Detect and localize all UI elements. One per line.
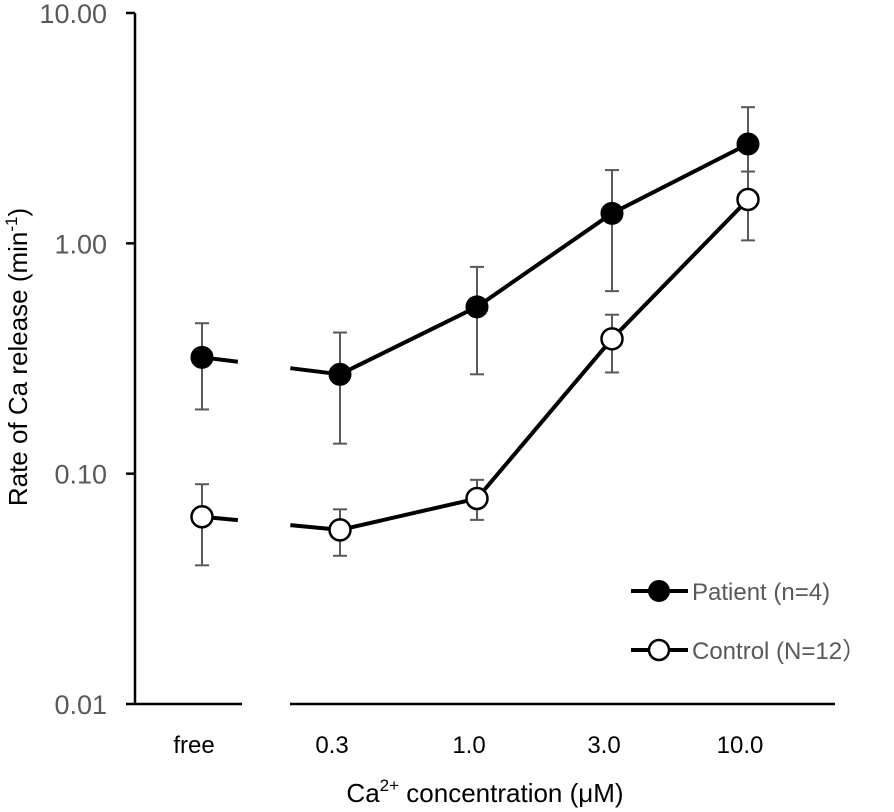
legend-control-label: Control (N=12） bbox=[692, 638, 866, 665]
patient-point bbox=[600, 201, 624, 225]
x-tick-label: 3.0 bbox=[587, 732, 620, 759]
patient-point bbox=[465, 295, 489, 319]
x-tick-label: 1.0 bbox=[452, 732, 485, 759]
data-points bbox=[190, 132, 760, 542]
legend: Patient (n=4) Control (N=12） bbox=[631, 579, 866, 665]
control-point bbox=[465, 486, 489, 511]
control-point bbox=[736, 187, 760, 212]
y-tick-label: 1.00 bbox=[54, 229, 107, 259]
y-axis-title: Rate of Ca release (min-1) bbox=[2, 208, 33, 506]
y-tick-label: 0.01 bbox=[54, 690, 107, 720]
x-tick-label: 0.3 bbox=[315, 732, 348, 759]
legend-patient-label: Patient (n=4) bbox=[692, 579, 830, 606]
x-tick-label: free bbox=[173, 732, 214, 759]
control-point bbox=[328, 518, 352, 542]
patient-point bbox=[328, 362, 352, 386]
series-lines bbox=[201, 142, 750, 532]
x-tick-labels: free 0.3 1.0 3.0 10.0 bbox=[173, 732, 763, 759]
x-tick-label: 10.0 bbox=[717, 732, 764, 759]
control-point bbox=[600, 327, 624, 351]
axes bbox=[133, 13, 835, 706]
y-tick-labels: 10.00 1.00 0.10 0.01 bbox=[39, 0, 135, 720]
patient-point bbox=[190, 345, 214, 369]
y-tick-label: 0.10 bbox=[54, 460, 107, 490]
y-tick-label: 10.00 bbox=[39, 0, 107, 29]
x-axis-title: Ca2+ concentration (μM) bbox=[346, 776, 623, 808]
legend-control-marker bbox=[647, 638, 671, 662]
error-bars bbox=[195, 106, 755, 567]
series-line bbox=[339, 142, 749, 377]
control-point bbox=[190, 505, 214, 529]
series-line bbox=[339, 198, 750, 532]
legend-patient-marker bbox=[648, 580, 670, 602]
patient-point bbox=[736, 132, 760, 156]
